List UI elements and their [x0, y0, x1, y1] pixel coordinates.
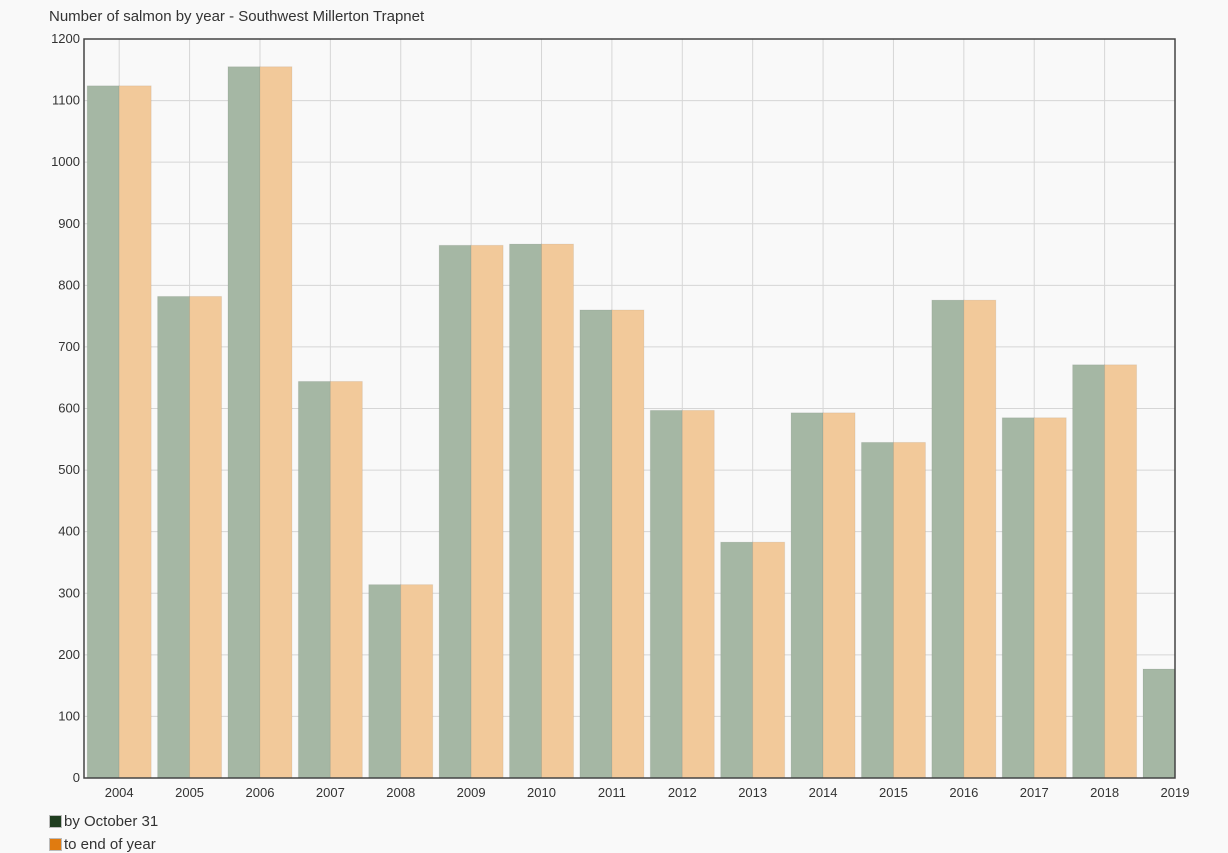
y-tick-label: 100	[58, 708, 80, 723]
legend-item-to-end-of-year: to end of year	[49, 836, 156, 853]
y-tick-label: 1200	[51, 31, 80, 46]
x-tick-label: 2006	[246, 785, 275, 800]
x-tick-label: 2016	[949, 785, 978, 800]
x-tick-label: 2009	[457, 785, 486, 800]
bar-to-end-of-year-2012	[681, 409, 715, 779]
x-tick-label: 2010	[527, 785, 556, 800]
bar-by-october-31-2018	[1072, 364, 1106, 779]
legend-item-by-october-31: by October 31	[49, 813, 158, 830]
x-tick-label: 2008	[386, 785, 415, 800]
bar-to-end-of-year-2017	[1033, 417, 1067, 779]
x-tick-label: 2018	[1090, 785, 1119, 800]
bar-to-end-of-year-2006	[259, 66, 293, 779]
y-tick-label: 800	[58, 277, 80, 292]
legend-swatch-by-october-31	[49, 815, 62, 828]
bar-by-october-31-2010	[509, 243, 543, 779]
y-tick-label: 0	[73, 770, 80, 785]
bar-to-end-of-year-2009	[470, 244, 504, 779]
y-tick-label: 1100	[52, 93, 80, 108]
y-tick-label: 600	[58, 401, 80, 416]
y-tick-label: 1000	[51, 154, 80, 169]
x-tick-label: 2017	[1020, 785, 1049, 800]
bar-to-end-of-year-2016	[963, 299, 997, 779]
bar-to-end-of-year-2005	[189, 295, 223, 779]
x-tick-label: 2012	[668, 785, 697, 800]
bar-by-october-31-2013	[720, 541, 754, 779]
y-tick-label: 400	[58, 524, 80, 539]
bar-by-october-31-2007	[297, 380, 331, 779]
bar-to-end-of-year-2013	[752, 541, 786, 779]
chart-title: Number of salmon by year - Southwest Mil…	[49, 8, 425, 25]
bar-to-end-of-year-2014	[822, 412, 856, 779]
bar-by-october-31-2019	[1142, 668, 1176, 779]
legend-swatch-to-end-of-year	[49, 838, 62, 851]
bar-by-october-31-2014	[790, 412, 824, 779]
y-tick-label: 900	[58, 216, 80, 231]
bar-by-october-31-2015	[860, 441, 894, 779]
bar-by-october-31-2008	[368, 584, 402, 779]
y-axis-ticks: 0 100 200 300 400 500 600 700 800 900 1000 1100 1200	[51, 31, 80, 785]
bar-to-end-of-year-2011	[611, 309, 645, 779]
bar-by-october-31-2006	[227, 66, 261, 779]
bar-by-october-31-2011	[579, 309, 613, 779]
y-tick-label: 500	[58, 462, 80, 477]
bar-by-october-31-2005	[157, 295, 191, 779]
y-tick-label: 200	[58, 647, 80, 662]
x-tick-label: 2015	[879, 785, 908, 800]
bars	[86, 66, 1176, 779]
x-tick-label: 2004	[105, 785, 134, 800]
bar-by-october-31-2017	[1001, 417, 1035, 779]
bar-by-october-31-2016	[931, 299, 965, 779]
y-tick-label: 700	[58, 339, 80, 354]
y-tick-label: 300	[58, 585, 80, 600]
plot-frame	[83, 38, 1176, 779]
x-tick-label: 2014	[809, 785, 838, 800]
bar-by-october-31-2009	[438, 244, 472, 779]
x-tick-label: 2005	[175, 785, 204, 800]
bar-to-end-of-year-2010	[541, 243, 575, 779]
x-tick-label: 2019	[1161, 785, 1190, 800]
bar-to-end-of-year-2015	[892, 441, 926, 779]
x-tick-label: 2013	[738, 785, 767, 800]
legend-label-to-end-of-year: to end of year	[64, 836, 156, 853]
bar-to-end-of-year-2008	[400, 584, 434, 779]
legend-label-by-october-31: by October 31	[64, 813, 159, 830]
x-axis-ticks: 2004 2005 2006 2007 2008 2009 2010 2011 2012 2013…	[105, 785, 1190, 800]
bar-to-end-of-year-2004	[118, 85, 152, 779]
bar-to-end-of-year-2018	[1104, 364, 1138, 779]
x-tick-label: 2007	[316, 785, 345, 800]
bar-to-end-of-year-2007	[329, 380, 363, 779]
bar-by-october-31-2012	[649, 409, 683, 779]
bar-by-october-31-2004	[86, 85, 120, 779]
x-tick-label: 2011	[598, 785, 626, 800]
